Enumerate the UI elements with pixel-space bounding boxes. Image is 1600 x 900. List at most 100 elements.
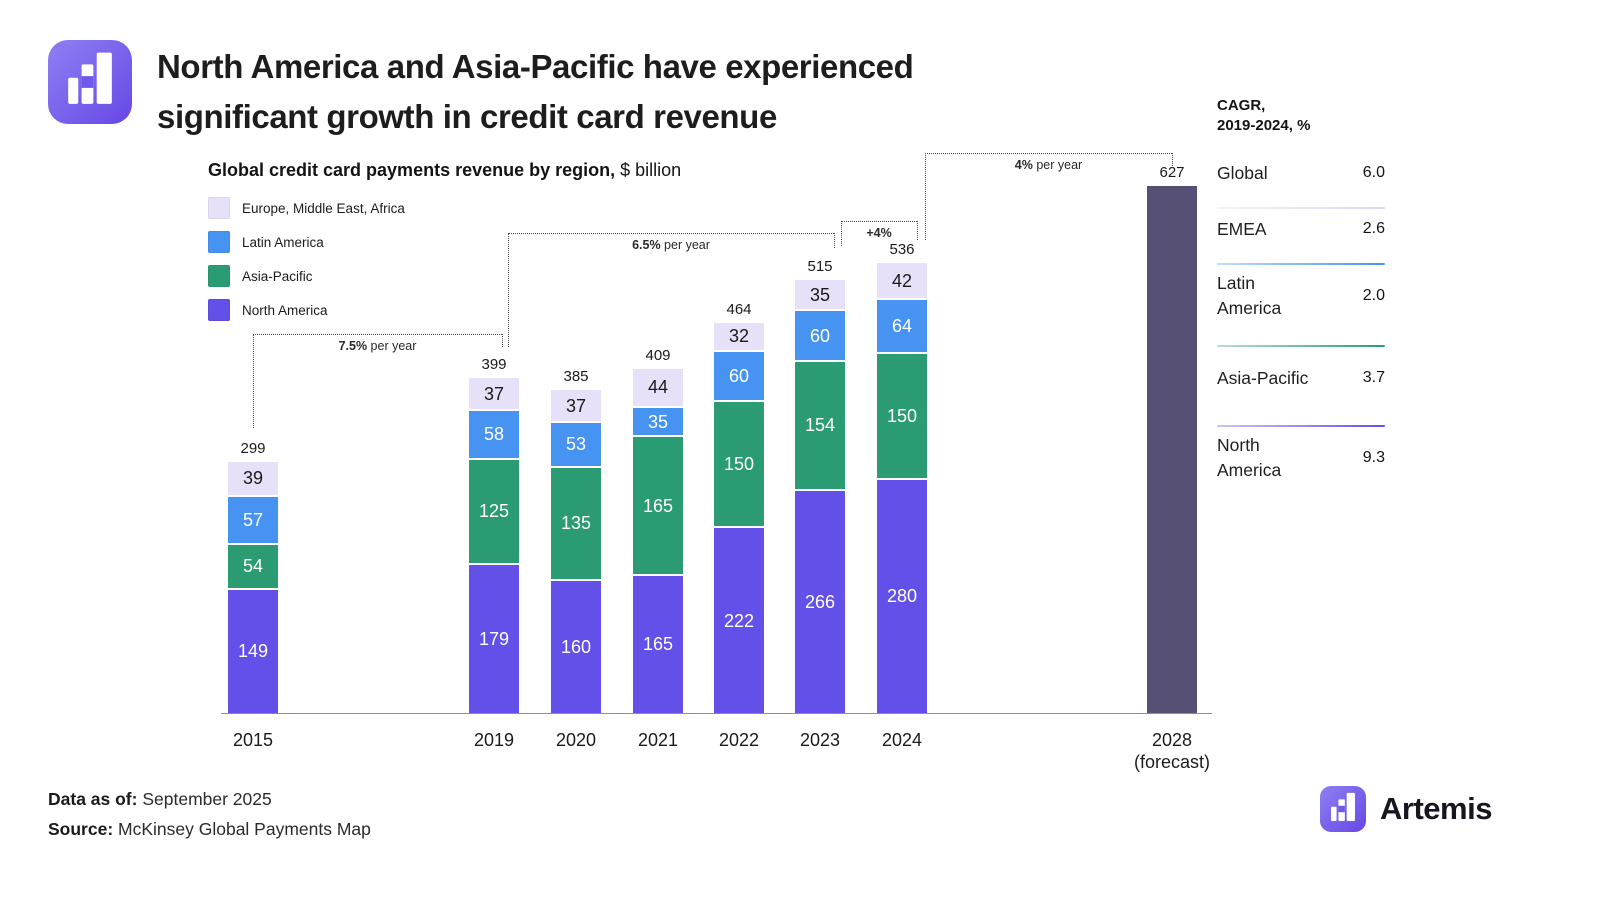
- total-label-2022: 464: [726, 301, 752, 318]
- annotation-unit: per year: [660, 238, 710, 252]
- segment-value: 280: [886, 586, 918, 607]
- legend-item-latin-america: Latin America: [208, 231, 324, 253]
- source-value: McKinsey Global Payments Map: [113, 819, 371, 839]
- annotation-label: 6.5% per year: [632, 238, 710, 252]
- segment-asia-pacific-2024: 150: [877, 351, 927, 478]
- segment-value: 222: [723, 610, 755, 631]
- segment-value: 154: [804, 415, 836, 436]
- segment-value: 125: [478, 501, 510, 522]
- segment-asia-pacific-2019: 125: [469, 457, 519, 563]
- segment-value: 42: [891, 270, 913, 291]
- legend-label: Asia-Pacific: [242, 268, 313, 284]
- segment-value: 37: [565, 395, 587, 416]
- cagr-value: 6.0: [1362, 164, 1385, 181]
- segment-value: 39: [242, 468, 264, 489]
- bar-2028: [1147, 186, 1197, 713]
- segment-value: 60: [809, 325, 831, 346]
- segment-latin-america-2024: 64: [877, 298, 927, 352]
- bar-2021: 44 35 165 165: [633, 369, 683, 713]
- legend-item-europe-middle-east-africa: Europe, Middle East, Africa: [208, 197, 405, 219]
- legend-label: Europe, Middle East, Africa: [242, 200, 405, 216]
- cagr-divider-north-america: [1217, 425, 1385, 427]
- brand-lockup: Artemis: [1320, 786, 1492, 832]
- legend-label: North America: [242, 302, 328, 318]
- segment-value: 266: [804, 591, 836, 612]
- data-as-of-line: Data as of: September 2025: [48, 784, 371, 814]
- total-label-2024: 536: [889, 241, 915, 258]
- segment-value: 57: [242, 509, 264, 530]
- page-title: North America and Asia-Pacific have expe…: [157, 42, 914, 142]
- segment-value: 53: [565, 434, 587, 455]
- segment-north-america-2023: 266: [795, 489, 845, 713]
- annotation-leg: [834, 233, 835, 248]
- annotation-leg: [917, 221, 918, 240]
- source-label: Source:: [48, 819, 114, 839]
- segment-europe-middle-east-africa-2023: 35: [795, 280, 845, 310]
- cagr-panel: CAGR, 2019-2024, % Global 6.0 EMEA 2.6 Latin…: [1217, 96, 1385, 526]
- total-label-2023: 515: [807, 258, 833, 275]
- segment-europe-middle-east-africa-2015: 39: [228, 462, 278, 495]
- annotation-bracket-0: [253, 334, 502, 335]
- footer-notes: Data as of: September 2025 Source: McKin…: [48, 784, 371, 844]
- legend-item-north-america: North America: [208, 299, 328, 321]
- forecast-note: (forecast): [1133, 752, 1211, 772]
- segment-north-america-2022: 222: [714, 526, 764, 713]
- annotation-unit: per year: [1032, 158, 1083, 172]
- chart-title: Global credit card payments revenue by r…: [208, 160, 681, 181]
- segment-value: 35: [647, 411, 669, 432]
- segment-asia-pacific-2020: 135: [551, 465, 601, 579]
- x-tick-2024: 2024: [881, 730, 923, 750]
- segment-value: 165: [642, 495, 674, 516]
- cagr-value: 2.6: [1362, 220, 1385, 237]
- segment-latin-america-2022: 60: [714, 349, 764, 401]
- cagr-region-label: EMEA: [1217, 218, 1267, 239]
- x-tick-2021: 2021: [637, 730, 679, 750]
- annotation-label: +4%: [866, 226, 891, 240]
- segment-asia-pacific-2023: 154: [795, 359, 845, 490]
- segment-latin-america-2020: 53: [551, 421, 601, 466]
- annotation-label: 7.5% per year: [339, 339, 417, 353]
- segment-europe-middle-east-africa-2021: 44: [633, 369, 683, 406]
- legend-item-asia-pacific: Asia-Pacific: [208, 265, 313, 287]
- segment-value: 179: [478, 628, 510, 649]
- legend-label: Latin America: [242, 234, 324, 250]
- cagr-value: 9.3: [1362, 449, 1385, 466]
- annotation-rate: +4%: [866, 226, 892, 240]
- segment-value: 135: [560, 513, 592, 534]
- segment-value: 44: [647, 377, 669, 398]
- segment-value: 35: [809, 284, 831, 305]
- segment-europe-middle-east-africa-2022: 32: [714, 323, 764, 350]
- x-tick-2028: 2028 (forecast): [1133, 730, 1211, 772]
- cagr-row-latin-america: Latin America 2.0: [1217, 270, 1385, 322]
- legend-swatch-asia-pacific: [208, 265, 230, 287]
- x-tick-2022: 2022: [718, 730, 760, 750]
- bar-2023: 35 60 154 266: [795, 280, 845, 713]
- cagr-region-label: Latin America: [1217, 273, 1282, 318]
- segment-north-america-2015: 149: [228, 587, 278, 713]
- segment-value: 60: [728, 366, 750, 387]
- x-tick-2020: 2020: [555, 730, 597, 750]
- segment-value: 58: [483, 424, 505, 445]
- segment-asia-pacific-2015: 54: [228, 542, 278, 588]
- segment-asia-pacific-2022: 150: [714, 400, 764, 527]
- segment-latin-america-2015: 57: [228, 494, 278, 543]
- total-label-2028: 627: [1159, 164, 1185, 181]
- pixel-a-glyph: [68, 52, 112, 104]
- bar-2024: 42 64 150 280: [877, 263, 927, 713]
- segment-europe-middle-east-africa-2020: 37: [551, 390, 601, 422]
- legend-swatch-north-america: [208, 299, 230, 321]
- segment-europe-middle-east-africa-2024: 42: [877, 263, 927, 299]
- annotation-leg: [508, 233, 509, 347]
- segment-value: 149: [237, 641, 269, 662]
- segment-value: 54: [242, 556, 264, 577]
- pixel-a-glyph: [1331, 792, 1355, 821]
- total-label-2019: 399: [481, 356, 507, 373]
- brand-name: Artemis: [1380, 791, 1492, 826]
- total-label-2021: 409: [645, 347, 671, 364]
- annotation-leg: [253, 334, 254, 428]
- segment-north-america-2024: 280: [877, 477, 927, 713]
- x-tick-2015: 2015: [232, 730, 274, 750]
- page-title-line2: significant growth in credit card revenu…: [157, 98, 777, 135]
- source-line: Source: McKinsey Global Payments Map: [48, 814, 371, 844]
